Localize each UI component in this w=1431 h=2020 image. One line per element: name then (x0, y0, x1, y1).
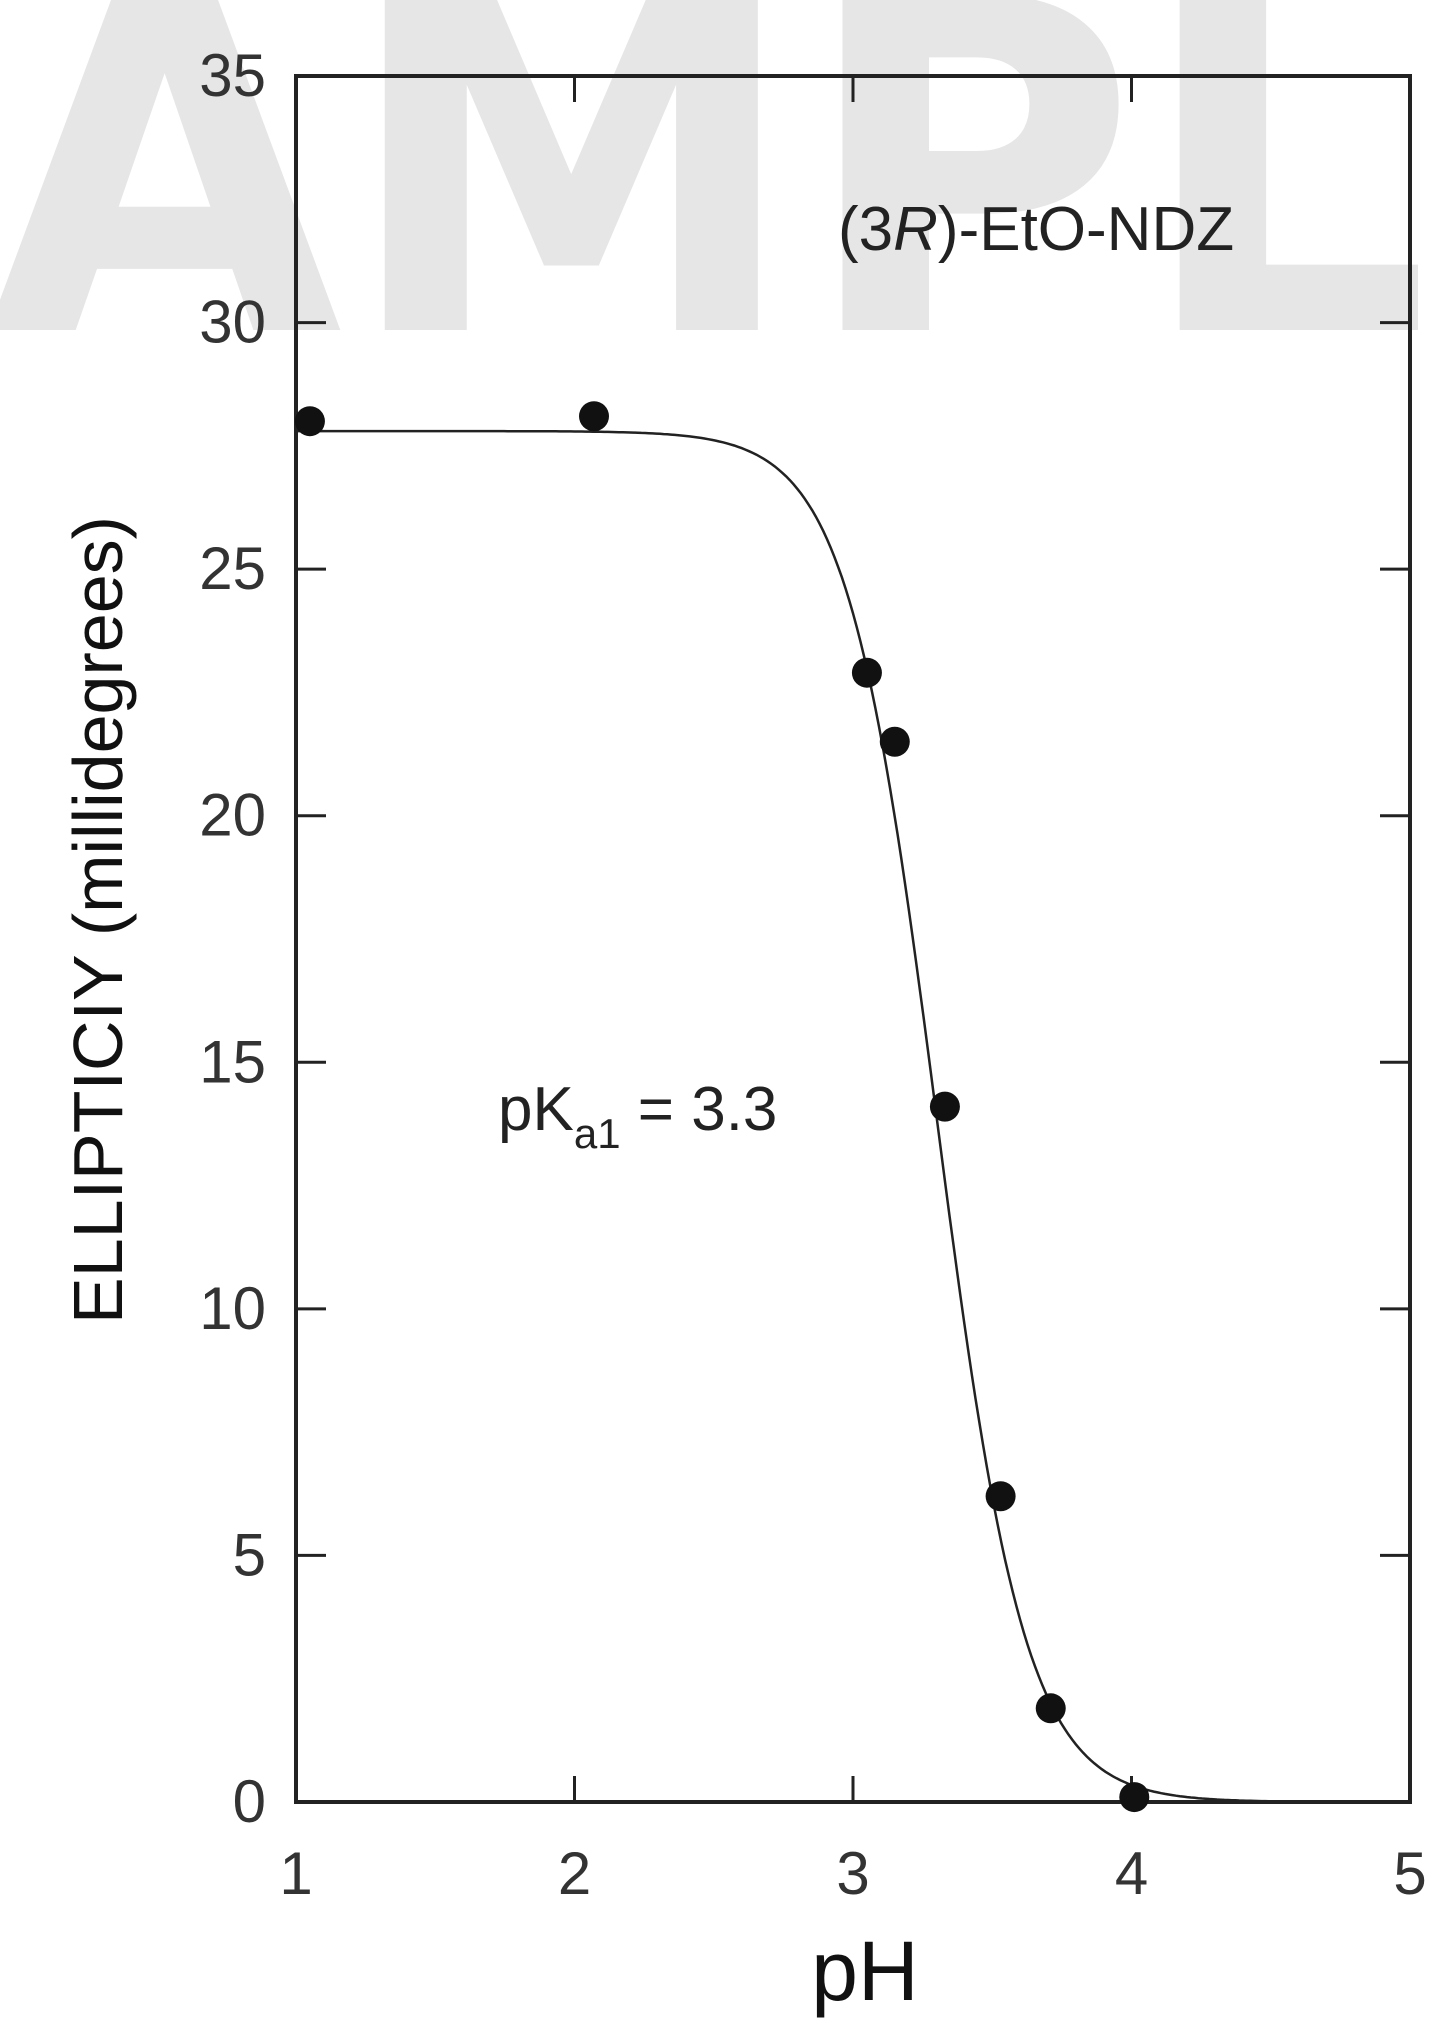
compound-label-italic: R (893, 195, 938, 264)
data-point (985, 1481, 1016, 1512)
y-axis-title: ELLIPTICIY (millidegrees) (59, 516, 137, 1324)
pka-label-prefix: pK (498, 1075, 574, 1144)
x-tick-label: 4 (1115, 1840, 1148, 1907)
y-tick-label: 10 (199, 1275, 266, 1342)
pka-label-subscript: a1 (574, 1110, 621, 1157)
compound-label-suffix: )-EtO-NDZ (938, 195, 1234, 264)
x-tick-label: 2 (558, 1840, 591, 1907)
watermark: SAMPLE (0, 0, 1431, 439)
pka-label-value: = 3.3 (621, 1075, 778, 1144)
data-points (294, 401, 1150, 1813)
x-axis-title: pH (811, 1924, 918, 2018)
y-tick-label: 20 (199, 782, 266, 849)
x-axis-ticks: 1 2 3 4 5 (279, 76, 1427, 1907)
data-point (879, 726, 910, 757)
y-tick-label: 35 (199, 42, 266, 109)
y-tick-label: 15 (199, 1028, 266, 1095)
y-axis-ticks: 0 5 10 15 20 25 30 35 (199, 42, 1410, 1835)
data-point (294, 406, 325, 437)
x-tick-label: 1 (279, 1840, 312, 1907)
y-tick-label: 25 (199, 535, 266, 602)
x-tick-label: 3 (836, 1840, 869, 1907)
x-tick-label: 5 (1393, 1840, 1426, 1907)
data-point (578, 401, 609, 432)
fit-curve-layer (296, 429, 1410, 1804)
data-point (929, 1091, 960, 1122)
y-tick-label: 30 (199, 289, 266, 356)
data-point (1119, 1782, 1150, 1813)
y-tick-label: 5 (233, 1521, 266, 1588)
y-tick-label: 0 (233, 1768, 266, 1835)
data-point (1035, 1693, 1066, 1724)
compound-label: (3R)-EtO-NDZ (838, 195, 1234, 264)
fit-curve (296, 429, 1410, 1804)
data-point (851, 657, 882, 688)
compound-label-prefix: (3 (838, 195, 893, 264)
pka-annotation: pKa1 = 3.3 (498, 1075, 777, 1157)
